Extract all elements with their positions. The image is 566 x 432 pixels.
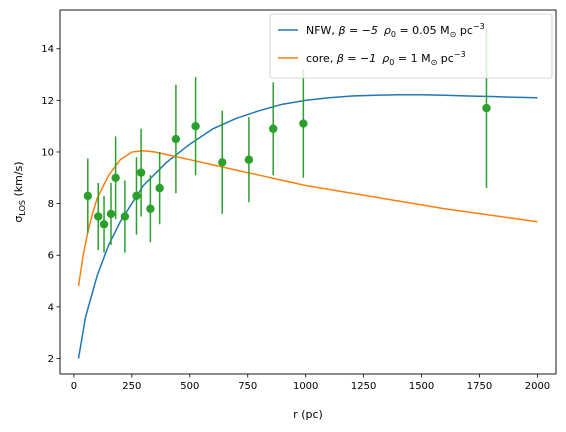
- x-tick-label: 1500: [409, 381, 434, 392]
- y-tick-label: 6: [48, 251, 54, 262]
- data-point: [132, 191, 141, 201]
- plot-frame: [59, 9, 557, 375]
- x-axis-ticks: 0 250 500 750 1000 1250 1500 1750 2000: [71, 374, 550, 392]
- legend: NFW, β = −5 ρ0 = 0.05 M⊙ pc−3 core, β = −…: [269, 13, 553, 79]
- data-point: [218, 158, 227, 167]
- data-point: [155, 183, 164, 193]
- data-point: [191, 121, 200, 131]
- y-axis-label-symbol: σ: [12, 216, 25, 223]
- data-point: [171, 134, 181, 144]
- series-line-1: [77, 149, 538, 287]
- legend-box: [269, 13, 553, 79]
- plot-points: [83, 28, 491, 253]
- y-tick-label: 10: [41, 147, 54, 158]
- x-tick-label: 250: [122, 381, 141, 392]
- x-tick-label: 750: [238, 381, 257, 392]
- data-point: [269, 124, 278, 133]
- data-point: [99, 220, 109, 229]
- data-point: [244, 155, 254, 164]
- data-point: [94, 212, 103, 221]
- data-point: [136, 168, 146, 177]
- x-tick-label: 500: [180, 381, 199, 392]
- legend-entry-core: core, β = −1 ρ0 = 1 M⊙ pc−3: [306, 50, 466, 67]
- x-tick-label: 0: [71, 381, 77, 392]
- x-axis-label: r (pc): [293, 408, 323, 421]
- data-point: [106, 209, 116, 219]
- y-axis-label-subscript: LOS: [18, 200, 27, 216]
- series-line-0: [77, 93, 538, 359]
- x-tick-label: 1250: [351, 381, 376, 392]
- data-point: [299, 119, 308, 128]
- y-axis-ticks: 2 4 6 8 10 12 14: [41, 44, 60, 365]
- y-axis-label: σLOS (km/s): [12, 161, 27, 222]
- legend-entry-nfw: NFW, β = −5 ρ0 = 0.05 M⊙ pc−3: [306, 22, 485, 39]
- data-point: [83, 191, 93, 201]
- plot-lines: [77, 93, 538, 359]
- x-tick-label: 1750: [467, 381, 492, 392]
- x-tick-label: 2000: [525, 381, 550, 392]
- y-tick-label: 8: [48, 199, 54, 210]
- y-tick-label: 4: [48, 302, 54, 313]
- data-point: [111, 173, 120, 183]
- y-tick-label: 2: [48, 354, 54, 365]
- y-tick-label: 12: [41, 96, 54, 107]
- x-tick-label: 1000: [293, 381, 318, 392]
- data-point: [482, 103, 491, 113]
- data-point: [146, 204, 155, 213]
- y-axis-label-unit: (km/s): [12, 161, 25, 200]
- y-tick-label: 14: [41, 44, 54, 55]
- data-point: [120, 212, 130, 221]
